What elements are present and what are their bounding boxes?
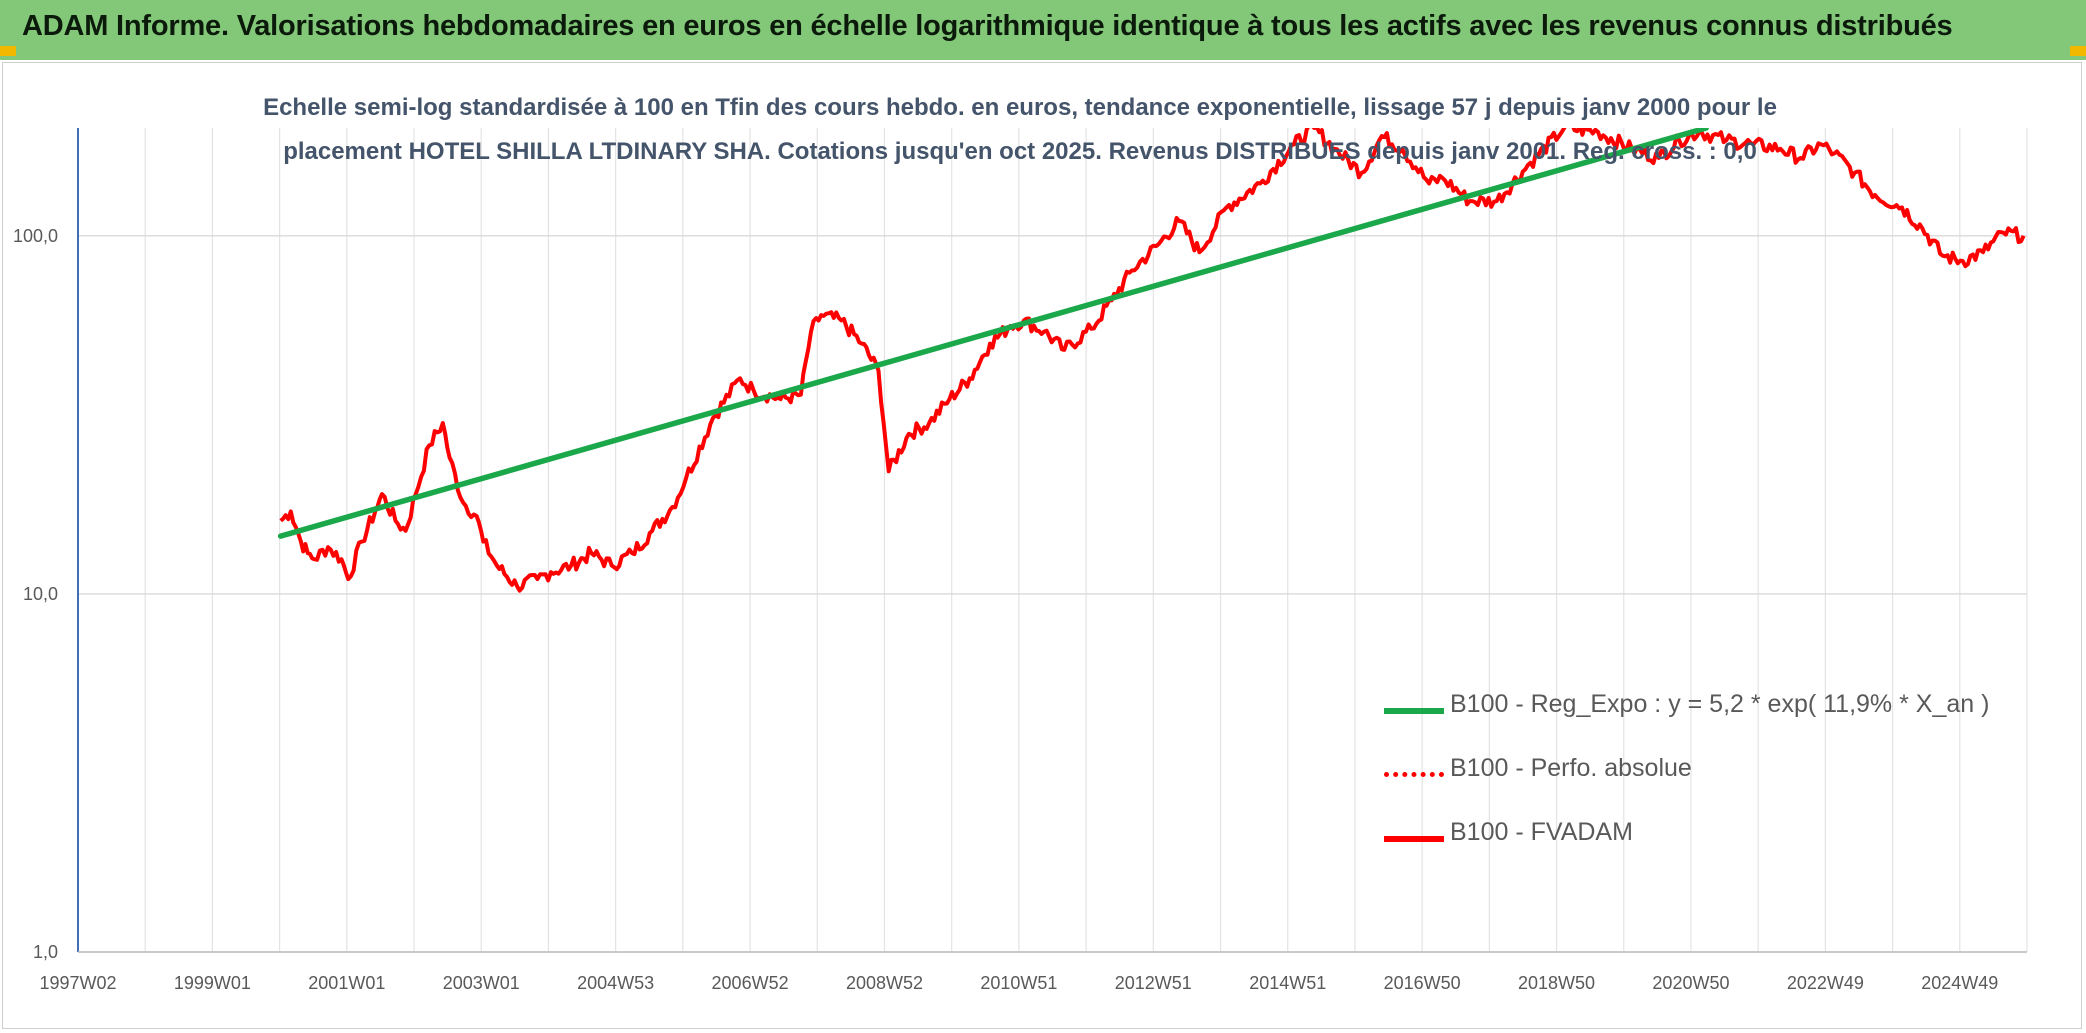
y-tick-label: 1,0 [33,942,58,962]
axis-layer: 1,0 10,0 100,0 1997W02 1999W01 2001W01 2003W01… [13,128,2027,993]
legend-swatch-fvadam [1384,836,1444,842]
corner-marker-left [0,46,16,56]
x-tick-label: 2014W51 [1249,973,1326,993]
x-tick-label: 1997W02 [39,973,116,993]
x-tick-label: 1999W01 [174,973,251,993]
report-title: ADAM Informe. Valorisations hebdomadaire… [22,10,1953,42]
series-fvadam-line [279,128,2026,593]
x-tick-label: 2024W49 [1921,973,1998,993]
x-tick-label: 2022W49 [1787,973,1864,993]
x-tick-label: 2010W51 [980,973,1057,993]
x-tick-label: 2001W01 [308,973,385,993]
chart-subtitle: Echelle semi-log standardisée à 100 en T… [250,86,1790,174]
corner-marker-right [2070,46,2086,56]
x-tick-label: 2016W50 [1384,973,1461,993]
x-tick-label: 2003W01 [443,973,520,993]
chart-subtitle-line-2: placement HOTEL SHILLA LTDINARY SHA. Cot… [283,138,1757,165]
report-banner: ADAM Informe. Valorisations hebdomadaire… [0,0,2086,60]
series-regression-line [277,128,1709,539]
legend-label-perfo: B100 - Perfo. absolue [1450,754,1692,782]
legend-swatch-perfo [1384,772,1444,777]
y-tick-label: 10,0 [23,584,58,604]
x-tick-label: 2020W50 [1652,973,1729,993]
x-tick-label: 2012W51 [1115,973,1192,993]
y-tick-label: 100,0 [13,226,58,246]
series-layer [277,128,2026,593]
legend-label-fvadam: B100 - FVADAM [1450,818,1633,846]
x-tick-label: 2004W53 [577,973,654,993]
legend-swatch-regression [1384,708,1444,714]
x-tick-label: 2008W52 [846,973,923,993]
x-tick-label: 2018W50 [1518,973,1595,993]
grid-layer [77,128,2028,953]
legend-label-regression: B100 - Reg_Expo : y = 5,2 * exp( 11,9% *… [1450,690,1990,718]
x-tick-label: 2006W52 [712,973,789,993]
chart-subtitle-line-1: Echelle semi-log standardisée à 100 en T… [263,94,1777,121]
chart-frame [2,62,2082,1029]
